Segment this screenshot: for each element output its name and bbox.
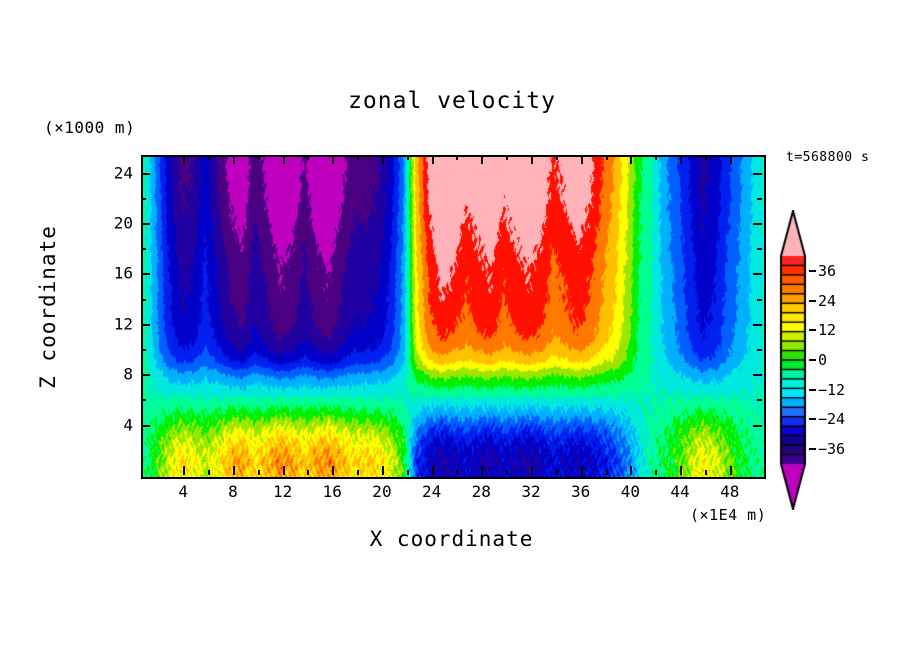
x-tick-label: 4 [178,482,189,501]
y-tick-label: 4 [123,415,133,435]
z-axis-title: Z coordinate [36,225,60,389]
x-tick-label: 12 [272,482,293,501]
colorbar-tick [809,388,816,391]
colorbar-tick-label: 0 [818,351,828,369]
colorbar-tick-label: −12 [818,380,846,399]
colorbar-canvas [778,210,808,510]
colorbar-tick-label: −36 [818,440,846,459]
velocity-field-canvas [143,157,764,477]
contour-plot-area [141,155,766,479]
x-tick-label: 8 [228,482,238,501]
colorbar-tick [809,359,816,361]
y-tick-label: 8 [123,364,133,384]
x-axis-units-label: (×1E4 m) [690,506,767,524]
x-tick-label: 20 [372,482,392,501]
colorbar-tick [809,299,816,302]
time-annotation: t=568800 s [786,150,870,165]
colorbar-tick-label: −24 [818,410,846,429]
z-axis-units-label: (×1000 m) [44,118,136,137]
colorbar: 36 24 12 0 −12 −24 −36 [778,210,845,510]
colorbar-tick [809,448,816,451]
x-tick-label: 32 [521,482,541,501]
y-tick-label: 16 [113,263,133,283]
colorbar-tick [809,418,816,421]
x-tick-label: 36 [571,482,591,501]
y-tick-label: 20 [113,213,133,233]
x-tick-label: 16 [322,482,342,501]
x-tick-label: 40 [620,482,640,501]
colorbar-tick-label: 24 [818,291,837,310]
x-tick-label: 44 [670,482,690,501]
x-tick-label: 24 [421,482,442,501]
page-title: zonal velocity [348,88,556,114]
colorbar-tick [809,329,816,332]
y-tick-label: 12 [113,314,133,334]
x-tick-label: 48 [720,482,740,501]
x-axis-title: X coordinate [369,527,534,551]
colorbar-tick-label: 12 [818,321,837,340]
colorbar-tick [809,269,816,272]
y-tick-label: 24 [113,163,133,183]
colorbar-tick-label: 36 [818,261,837,280]
x-tick-label: 28 [471,482,491,501]
